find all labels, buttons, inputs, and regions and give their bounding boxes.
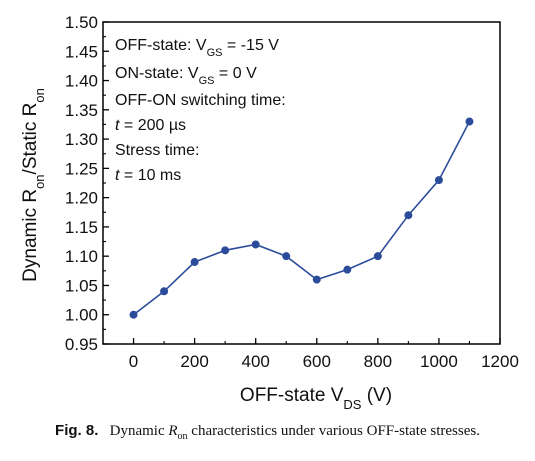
annotation-line-6: t = 10 ms [115,167,181,184]
y-tick-label: 0.95 [65,335,98,354]
y-axis-title: Dynamic Ron/Static Ron [20,88,47,282]
y-tick-label: 1.45 [65,42,98,61]
y-tick-label: 1.00 [65,306,98,325]
data-point [404,211,413,220]
y-tick-label: 1.30 [65,130,98,149]
y-tick-label: 1.25 [65,159,98,178]
figure-label: Fig. 8. [55,422,99,439]
data-point [465,117,474,126]
data-point [343,265,352,274]
conditions-annotation: OFF-state: VGS = -15 V ON-state: VGS = 0… [115,37,286,184]
annotation-line-5: Stress time: [115,142,199,159]
y-axis: 0.95 1.00 1.05 1.10 1.15 1.20 1.25 1.30 1.35 1.40… [65,13,109,354]
data-point [312,275,321,284]
caption-text-post: characteristics under various OFF-state … [187,423,480,439]
annotation-line-4: t = 200 µs [115,117,186,134]
annotation-line-2: ON-state: VGS = 0 V [115,65,257,87]
data-point [190,258,199,267]
x-tick-label: 400 [242,352,270,371]
x-tick-label: 0 [129,352,138,371]
x-tick-label: 1200 [481,352,519,371]
data-point [160,287,169,296]
x-tick-label: 800 [364,352,392,371]
x-tick-label: 200 [180,352,208,371]
y-tick-label: 1.20 [65,189,98,208]
data-point [282,252,291,261]
caption-subscript: on [177,431,188,442]
annotation-line-1: OFF-state: VGS = -15 V [115,37,279,59]
data-point [129,310,138,319]
x-axis: 0 200 400 600 800 1000 1200 [102,338,519,371]
figure-caption: Fig. 8. Dynamic Ron characteristics unde… [0,422,535,442]
x-axis-title: OFF-state VDS (V) [240,385,392,412]
y-tick-label: 1.15 [65,218,98,237]
caption-variable: R [168,423,178,439]
data-point [251,240,260,249]
data-point [434,176,443,185]
annotation-line-3: OFF-ON switching time: [115,92,286,109]
y-tick-label: 1.50 [65,13,98,32]
y-tick-label: 1.40 [65,72,98,91]
x-tick-label: 600 [303,352,331,371]
data-point [221,246,230,255]
data-point [373,252,382,261]
caption-text-pre: Dynamic [109,423,169,439]
dynamic-ron-chart: 0.95 1.00 1.05 1.10 1.15 1.20 1.25 1.30 1.35 1.40… [20,13,519,412]
x-tick-label: 1000 [420,352,458,371]
y-tick-label: 1.05 [65,276,98,295]
y-tick-label: 1.10 [65,247,98,266]
series-line [133,121,471,316]
y-tick-label: 1.35 [65,101,98,120]
series-group [129,117,474,319]
